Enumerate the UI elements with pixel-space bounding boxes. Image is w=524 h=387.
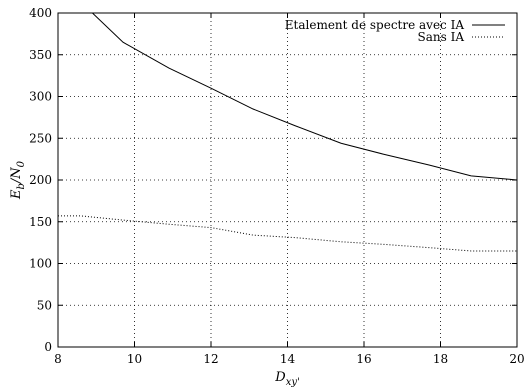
y-tick-label: 0 xyxy=(44,340,52,354)
x-tick-label: 8 xyxy=(54,352,62,366)
series-line-1 xyxy=(92,13,517,181)
y-tick-label: 350 xyxy=(29,48,52,62)
y-tick-label: 250 xyxy=(29,131,52,145)
series-group xyxy=(58,13,517,252)
y-tick-label: 300 xyxy=(29,90,52,104)
y-axis-label: Eb/N0 xyxy=(9,160,27,200)
y-tick-label: 150 xyxy=(29,215,52,229)
x-tick-label: 18 xyxy=(433,352,448,366)
x-tick-label: 12 xyxy=(203,352,218,366)
x-tick-label: 10 xyxy=(127,352,142,366)
legend-label-2: Sans IA xyxy=(418,30,465,44)
grid xyxy=(58,13,517,347)
x-tick-label: 20 xyxy=(509,352,524,366)
legend-label-1: Etalement de spectre avec IA xyxy=(285,18,465,32)
y-tick-label: 100 xyxy=(29,257,52,271)
axis-labels: Dxy' Eb/N0 xyxy=(9,160,300,387)
y-tick-label: 200 xyxy=(29,173,52,187)
x-axis-label: Dxy' xyxy=(274,370,299,387)
x-tick-label: 16 xyxy=(356,352,371,366)
y-tick-label: 400 xyxy=(29,6,52,20)
y-tick-label: 50 xyxy=(37,298,52,312)
x-tick-label: 14 xyxy=(280,352,296,366)
